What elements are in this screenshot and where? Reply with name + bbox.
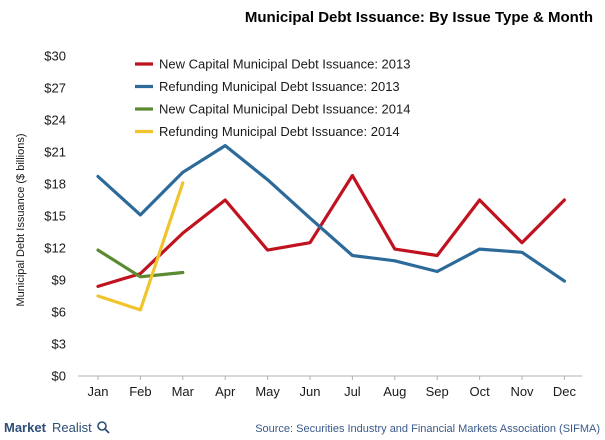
y-axis-label: Municipal Debt Issuance ($ billions) [15, 133, 27, 306]
series-line-4 [96, 181, 185, 312]
x-tick-label: Jul [344, 384, 361, 399]
y-tick-label: $21 [44, 145, 66, 160]
legend-label: Refunding Municipal Debt Issuance: 2014 [159, 124, 400, 139]
source-note: Source: Securities Industry and Financia… [255, 423, 600, 435]
x-tick-label: May [255, 384, 280, 399]
x-tick-label: Jan [88, 384, 109, 399]
brand-name-bold: Market [4, 420, 47, 435]
y-tick-label: $15 [44, 209, 66, 224]
chart-title: Municipal Debt Issuance: By Issue Type &… [245, 9, 593, 26]
x-tick-label: Aug [383, 384, 406, 399]
brand-name-light: Realist [52, 420, 92, 435]
x-tick-label: Nov [510, 384, 534, 399]
x-tick-label: Jun [300, 384, 321, 399]
y-tick-label: $9 [52, 273, 66, 288]
series-lines [96, 144, 567, 312]
x-tick-label: Mar [172, 384, 195, 399]
series-line-2 [96, 144, 567, 283]
series-line-3 [96, 248, 185, 279]
y-tick-label: $6 [52, 305, 66, 320]
y-tick-label: $24 [44, 113, 66, 128]
y-tick-label: $27 [44, 81, 66, 96]
y-tick-label: $0 [52, 369, 66, 384]
x-tick-label: Oct [469, 384, 490, 399]
x-tick-label: Feb [129, 384, 151, 399]
x-tick-labels: Jan Feb Mar Apr May Jun Jul Aug Sep Oct Nov Dec [88, 376, 577, 399]
x-tick-label: Dec [553, 384, 577, 399]
legend-label: Refunding Municipal Debt Issuance: 2013 [159, 79, 400, 94]
series-line-1 [96, 173, 567, 288]
x-tick-label: Sep [426, 384, 449, 399]
legend: New Capital Municipal Debt Issuance: 201… [135, 57, 410, 139]
y-tick-label: $18 [44, 177, 66, 192]
legend-label: New Capital Municipal Debt Issuance: 201… [159, 102, 410, 117]
y-tick-labels: $0 $3 $6 $9 $12 $15 $18 $21 $24 $27 $30 [44, 49, 66, 384]
legend-label: New Capital Municipal Debt Issuance: 201… [159, 57, 410, 72]
magnifier-icon [97, 421, 110, 434]
y-tick-label: $12 [44, 241, 66, 256]
y-tick-label: $30 [44, 49, 66, 64]
brand-logo: Market Realist [4, 420, 110, 435]
x-tick-label: Apr [215, 384, 236, 399]
y-tick-label: $3 [52, 337, 66, 352]
